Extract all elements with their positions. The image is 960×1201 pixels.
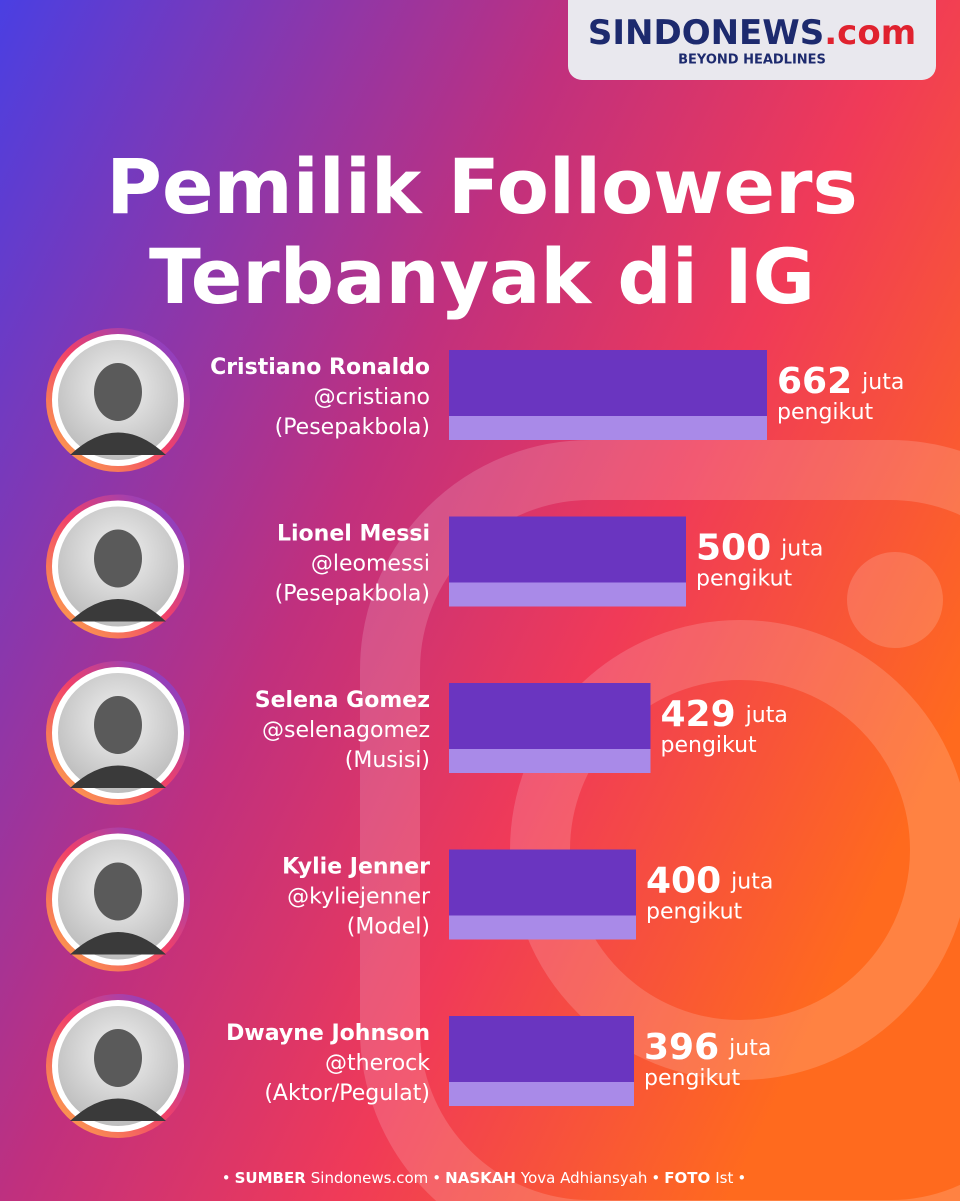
avatar-head <box>94 529 142 588</box>
avatar-head <box>94 862 142 921</box>
avatar-body <box>70 432 166 455</box>
value-unit: juta <box>861 370 904 395</box>
value-label: 500 juta <box>696 528 823 569</box>
value-unit: juta <box>780 537 823 562</box>
value-unit-label: pengikut <box>696 567 793 592</box>
footer-separator: • <box>737 1169 746 1187</box>
footer: • SUMBER Sindonews.com • NASKAH Yova Adhiansy… <box>222 1169 746 1187</box>
value-label: 396 juta <box>644 1027 771 1068</box>
handle: @cristiano <box>314 385 430 410</box>
name: Cristiano Ronaldo <box>210 355 430 380</box>
profession: (Aktor/Pegulat) <box>264 1081 430 1106</box>
footer-label: NASKAH <box>445 1169 516 1187</box>
value-label: 429 juta <box>661 694 788 735</box>
ig-logo-dot <box>847 552 943 648</box>
avatar-head <box>94 1029 142 1087</box>
value-label: 400 juta <box>646 861 773 902</box>
logo-domain: .com <box>824 13 916 53</box>
handle: @selenagomez <box>262 718 430 743</box>
value-unit: juta <box>730 870 773 895</box>
bar-accent <box>449 1082 634 1106</box>
footer-text: Ist <box>715 1169 733 1187</box>
avatar-head <box>94 696 142 754</box>
profession: (Musisi) <box>345 748 430 773</box>
name: Dwayne Johnson <box>226 1021 430 1046</box>
value-number: 429 <box>661 694 736 735</box>
value-number: 500 <box>696 528 771 569</box>
footer-separator: • <box>432 1169 441 1187</box>
avatar-body <box>70 599 166 622</box>
name: Selena Gomez <box>255 688 430 713</box>
value-unit: juta <box>728 1036 771 1061</box>
name: Lionel Messi <box>277 522 430 547</box>
value-unit: juta <box>745 703 788 728</box>
bar-accent <box>449 582 686 607</box>
profession: (Pesepakbola) <box>275 582 430 607</box>
avatar-body <box>70 1098 166 1121</box>
handle: @therock <box>325 1051 430 1076</box>
name: Kylie Jenner <box>282 855 430 880</box>
logo-box <box>568 0 936 80</box>
value-number: 400 <box>646 861 721 902</box>
avatar-body <box>70 932 166 955</box>
handle: @leomessi <box>311 552 430 577</box>
footer-label: FOTO <box>664 1169 710 1187</box>
bar-accent <box>449 416 767 440</box>
logo: SINDONEWS.com <box>588 13 916 53</box>
footer-text: Sindonews.com <box>311 1169 429 1187</box>
logo-tagline: BEYOND HEADLINES <box>678 53 826 68</box>
value-number: 396 <box>644 1027 719 1068</box>
value-unit-label: pengikut <box>777 400 874 425</box>
handle: @kyliejenner <box>287 885 431 910</box>
value-label: 662 juta <box>777 361 904 402</box>
logo-brand: SINDONEWS <box>588 13 824 53</box>
footer-separator: • <box>222 1169 231 1187</box>
footer-label: SUMBER <box>235 1169 307 1187</box>
value-unit-label: pengikut <box>661 733 758 758</box>
title-line: Pemilik Followers <box>106 142 857 231</box>
bar-accent <box>449 749 651 773</box>
profession: (Model) <box>347 915 430 940</box>
value-unit-label: pengikut <box>646 900 743 925</box>
value-number: 662 <box>777 361 852 402</box>
footer-separator: • <box>651 1169 660 1187</box>
profession: (Pesepakbola) <box>275 415 430 440</box>
bar-accent <box>449 915 636 940</box>
footer-text: Yova Adhiansyah <box>520 1169 647 1187</box>
value-unit-label: pengikut <box>644 1066 741 1091</box>
avatar-body <box>70 765 166 788</box>
title-line: Terbanyak di IG <box>149 232 815 321</box>
avatar-head <box>94 363 142 421</box>
